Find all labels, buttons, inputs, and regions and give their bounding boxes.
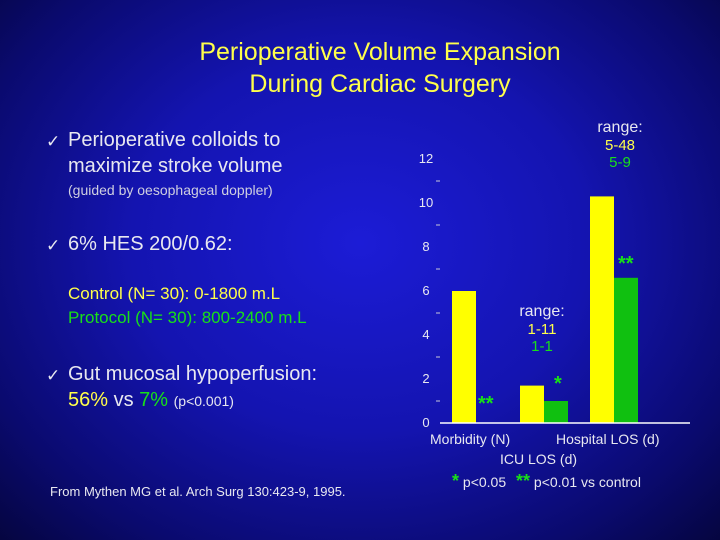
control-percent: 56% <box>68 389 109 411</box>
bullet-colloids-line1: Perioperative colloids to <box>68 129 281 151</box>
protocol-percent: 7% <box>139 389 169 411</box>
y-tick-label: 6 <box>422 283 429 298</box>
y-tick-label: 0 <box>422 415 429 430</box>
bullet-colloids-line2: maximize stroke volume <box>68 155 283 177</box>
hospital-range-control: 5-48 <box>604 137 636 154</box>
title-line-2: During Cardiac Surgery <box>249 70 511 98</box>
check-icon: ✓ <box>46 366 61 385</box>
citation: From Mythen MG et al. Arch Surg 130:423-… <box>50 484 346 499</box>
icu-range-protocol: 1-1 <box>531 338 553 355</box>
hospital-range-label: range: <box>597 119 643 136</box>
hospital-range-annotation: range: 5-48 5-9 <box>576 119 664 171</box>
bar-morbidity-control <box>452 291 476 423</box>
morbidity-significance: ** <box>478 393 494 415</box>
hospital-range-protocol: 5-9 <box>609 154 631 171</box>
footnote-star-2: ** <box>516 471 531 491</box>
bar-icu-protocol <box>544 401 568 423</box>
check-icon: ✓ <box>46 236 61 255</box>
icu-range-control: 1-11 <box>527 321 557 338</box>
icu-range-label: range: <box>519 303 565 320</box>
footnote-star-1: * <box>452 471 460 491</box>
y-tick-label: 2 <box>422 371 429 386</box>
y-tick-label: 10 <box>419 195 433 210</box>
hospital-significance: ** <box>618 253 634 275</box>
category-label-icu: ICU LOS (d) <box>500 451 578 467</box>
y-tick-label: 4 <box>422 327 429 342</box>
result-p-value: (p<0.001) <box>173 393 234 409</box>
control-dose-line: Control (N= 30): 0-1800 m.L <box>68 284 281 303</box>
bar-chart-svg: 0 2 4 6 8 10 12 <box>419 151 690 430</box>
bullet-gut-label: Gut mucosal hypoperfusion: <box>68 363 318 385</box>
gut-result: 56% vs 7% (p<0.001) <box>68 388 234 413</box>
slide-title: Perioperative Volume Expansion During Ca… <box>0 36 720 100</box>
icu-range-annotation: range: 1-11 1-1 <box>498 303 586 355</box>
result-vs: vs <box>113 389 134 411</box>
bar-chart: 0 2 4 6 8 10 12 range: 5-48 5-9 range: 1-11 1-… <box>400 115 700 500</box>
title-line-1: Perioperative Volume Expansion <box>199 38 561 66</box>
category-label-hospital: Hospital LOS (d) <box>556 431 660 447</box>
bullet-hes-label: 6% HES 200/0.62: <box>68 233 233 255</box>
bar-hospital-control <box>590 196 614 423</box>
bar-icu-control <box>520 385 544 423</box>
check-icon: ✓ <box>46 132 61 151</box>
protocol-dose-line: Protocol (N= 30): 800-2400 m.L <box>68 308 307 327</box>
footnote-text-1: p<0.05 <box>462 474 507 490</box>
y-tick-label: 8 <box>422 239 429 254</box>
footnote-text-2: p<0.01 vs control <box>533 474 641 490</box>
y-tick-label: 12 <box>419 151 433 166</box>
bar-hospital-protocol <box>614 277 638 423</box>
bullet-colloids-note: (guided by oesophageal doppler) <box>68 182 273 198</box>
icu-significance: * <box>554 373 562 395</box>
significance-footnote: * p<0.05 ** p<0.01 vs control <box>452 471 641 492</box>
category-label-morbidity: Morbidity (N) <box>430 431 511 447</box>
